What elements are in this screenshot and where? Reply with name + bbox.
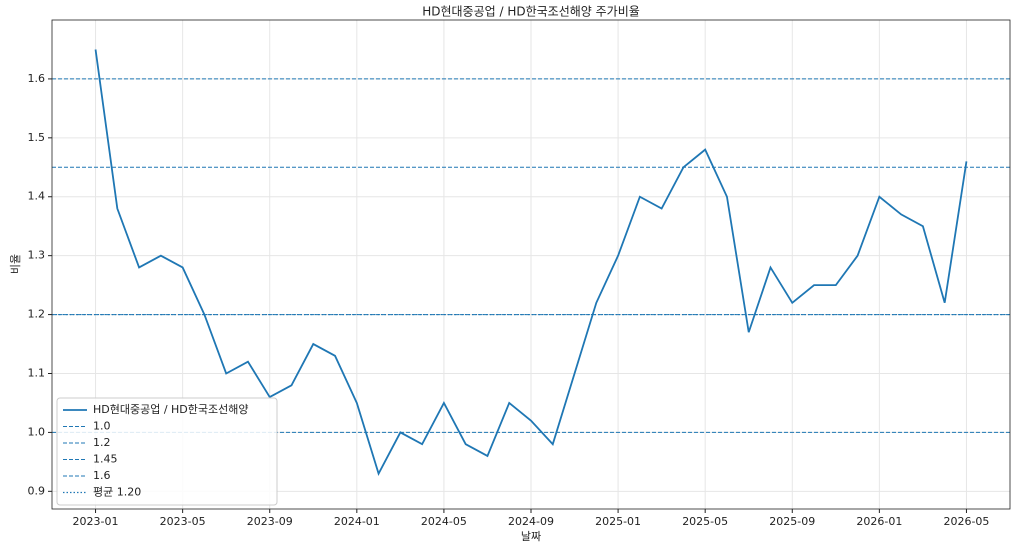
x-tick-label: 2025-05 <box>682 515 728 528</box>
y-tick-label: 1.6 <box>28 72 46 85</box>
x-tick-label: 2024-09 <box>508 515 554 528</box>
y-tick-label: 1.4 <box>28 190 46 203</box>
y-axis-label: 비율 <box>9 254 22 274</box>
legend-label: 1.0 <box>93 420 111 433</box>
x-tick-label: 2026-01 <box>856 515 902 528</box>
y-tick-label: 1.1 <box>28 366 46 379</box>
y-tick-label: 1.5 <box>28 131 46 144</box>
x-tick-label: 2023-09 <box>247 515 293 528</box>
legend-label: 1.6 <box>93 469 111 482</box>
x-tick-label: 2023-05 <box>160 515 206 528</box>
x-tick-label: 2025-01 <box>595 515 641 528</box>
x-tick-label: 2024-01 <box>334 515 380 528</box>
x-axis-label: 날짜 <box>521 530 541 543</box>
plot-frame <box>51 19 1011 510</box>
y-tick-label: 0.9 <box>28 484 46 497</box>
chart-title: HD현대중공업 / HD한국조선해양 주가비율 <box>422 5 640 19</box>
x-tick-label: 2024-05 <box>421 515 467 528</box>
legend-label: 평균 1.20 <box>93 486 141 499</box>
y-tick-label: 1.2 <box>28 308 46 321</box>
x-tick-label: 2026-05 <box>943 515 989 528</box>
y-tick-label: 1.3 <box>28 249 46 262</box>
x-tick-label: 2023-01 <box>73 515 119 528</box>
legend-label: HD현대중공업 / HD한국조선해양 <box>93 402 249 416</box>
legend: HD현대중공업 / HD한국조선해양 1.0 1.2 1.45 1.6 평균 1.20 <box>56 397 278 506</box>
legend-box <box>56 397 278 506</box>
legend-label: 1.45 <box>93 453 118 466</box>
legend-label: 1.2 <box>93 436 111 449</box>
data-line <box>94 49 968 476</box>
y-tick-label: 1.0 <box>28 425 46 438</box>
x-tick-label: 2025-09 <box>769 515 815 528</box>
